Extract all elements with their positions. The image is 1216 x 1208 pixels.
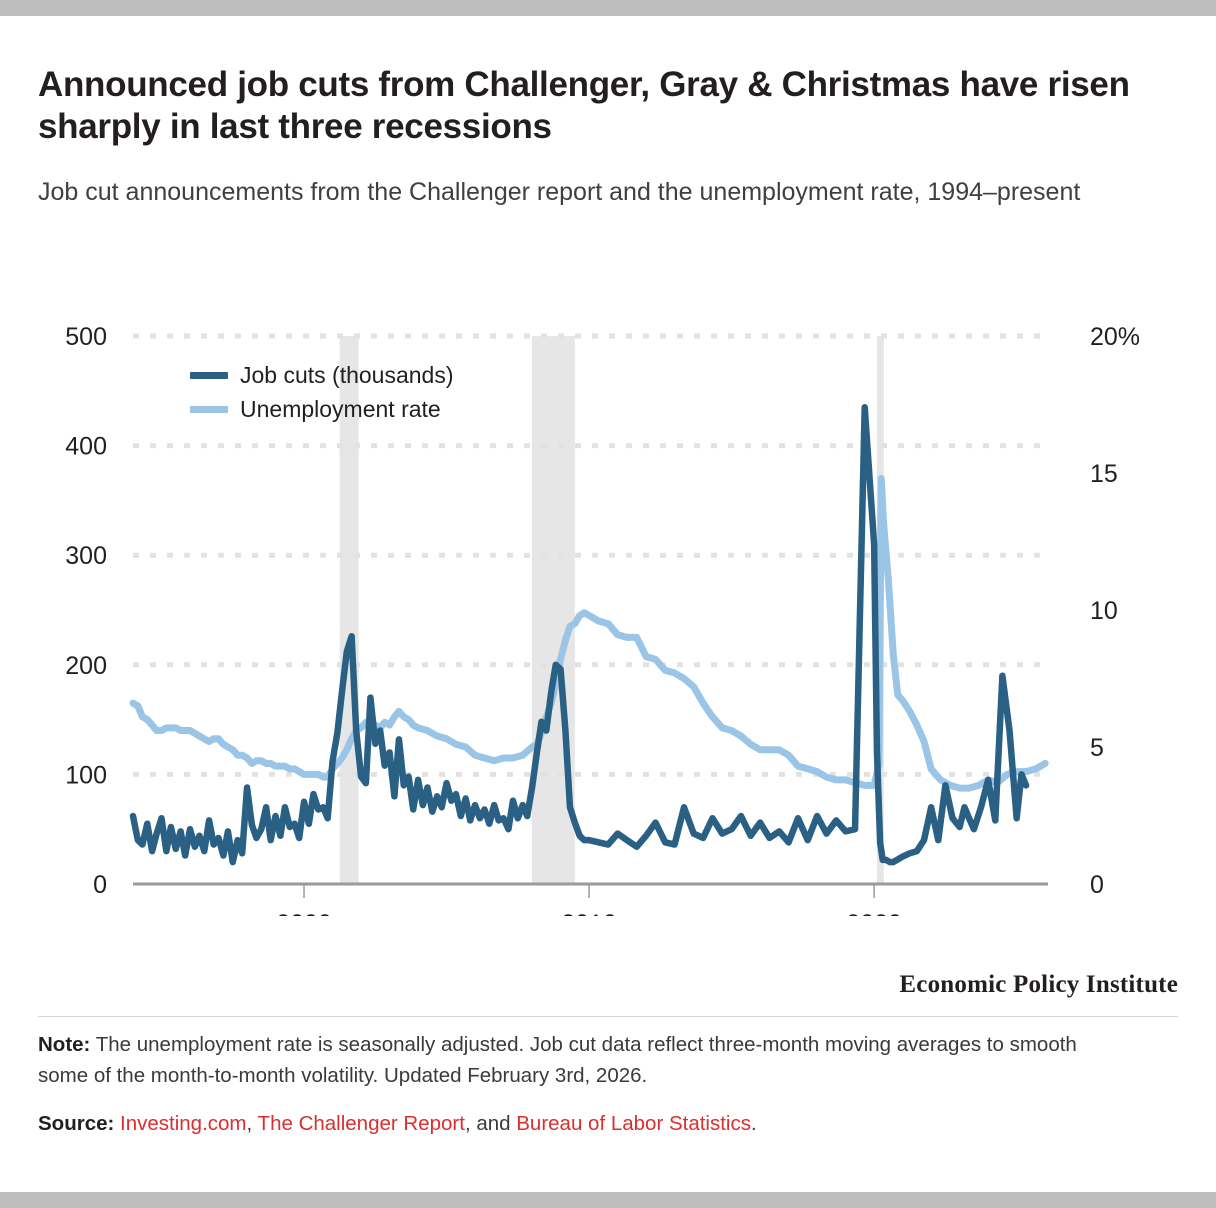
source-link-investing[interactable]: Investing.com bbox=[120, 1112, 247, 1135]
page-title: Announced job cuts from Challenger, Gray… bbox=[38, 65, 1130, 146]
source-link-challenger[interactable]: The Challenger Report bbox=[257, 1112, 465, 1135]
chart-page: Announced job cuts from Challenger, Gray… bbox=[0, 16, 1216, 1192]
x-tick-label: 2010 bbox=[561, 910, 617, 916]
legend-swatch-unemployment bbox=[190, 405, 228, 413]
legend-label-job-cuts: Job cuts (thousands) bbox=[240, 361, 454, 388]
x-tick-label: 2020 bbox=[846, 910, 902, 916]
y-tick-label-left: 500 bbox=[65, 323, 107, 351]
note-label: Note: bbox=[38, 1033, 91, 1056]
source-sep-2: , and bbox=[464, 1112, 517, 1135]
legend-swatch-job-cuts bbox=[190, 371, 228, 379]
chart-legend: Job cuts (thousands) Unemployment rate bbox=[190, 358, 454, 426]
y-tick-label-right: 15 bbox=[1090, 460, 1118, 488]
legend-item-job-cuts[interactable]: Job cuts (thousands) bbox=[190, 358, 454, 392]
source-end: . bbox=[751, 1112, 757, 1135]
y-tick-label-left: 200 bbox=[65, 652, 107, 680]
y-tick-label-right: 20% bbox=[1090, 323, 1140, 351]
footer-divider bbox=[38, 1016, 1178, 1017]
bottom-edge-bar bbox=[0, 1192, 1216, 1208]
y-tick-label-left: 0 bbox=[93, 871, 107, 899]
y-tick-label-right: 10 bbox=[1090, 597, 1118, 625]
legend-label-unemployment: Unemployment rate bbox=[240, 395, 441, 422]
source-label: Source: bbox=[38, 1112, 115, 1135]
series-line-job-cuts bbox=[129, 403, 1030, 866]
y-tick-label-right: 5 bbox=[1090, 734, 1104, 762]
source-sep-1: , bbox=[246, 1112, 258, 1135]
top-edge-bar bbox=[0, 0, 1216, 16]
x-tick-label: 2000 bbox=[276, 910, 332, 916]
series-line-unemployment bbox=[129, 474, 1049, 792]
y-tick-label-left: 300 bbox=[65, 542, 107, 570]
note-body: The unemployment rate is seasonally adju… bbox=[38, 1033, 1077, 1087]
chart-container: 2000 2010 2020 0 100 200 300 400 500 0 5 10 15 20% Jo… bbox=[0, 296, 1216, 916]
y-tick-label-left: 100 bbox=[65, 761, 107, 789]
y-tick-label-left: 400 bbox=[65, 433, 107, 461]
epi-branding: Economic Policy Institute bbox=[899, 971, 1178, 998]
source-text: Source: Investing.com, The Challenger Re… bbox=[38, 1109, 1138, 1140]
source-link-bls[interactable]: Bureau of Labor Statistics bbox=[516, 1112, 751, 1135]
y-tick-label-right: 0 bbox=[1090, 871, 1104, 899]
legend-item-unemployment[interactable]: Unemployment rate bbox=[190, 392, 454, 426]
line-chart: 2000 2010 2020 0 100 200 300 400 500 0 5 10 15 20% bbox=[65, 323, 1140, 916]
note-text: Note: The unemployment rate is seasonall… bbox=[38, 1030, 1098, 1092]
page-subtitle: Job cut announcements from the Challenge… bbox=[38, 178, 1081, 206]
